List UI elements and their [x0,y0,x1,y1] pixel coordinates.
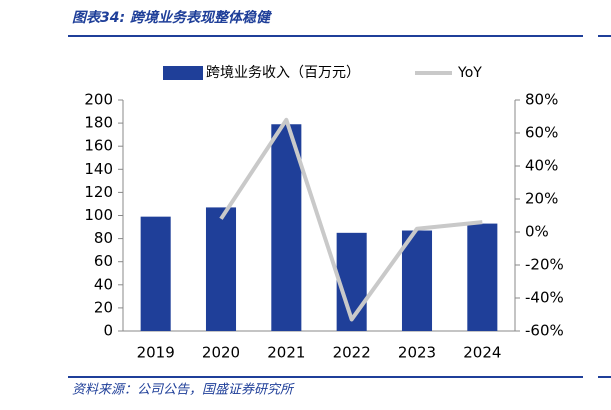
source-note: 资料来源：公司公告，国盛证券研究所 [72,382,295,398]
bar [401,230,433,331]
y2-tick-label: 20% [525,190,558,208]
y-tick-label: 60 [94,252,113,270]
legend-swatch [163,66,203,80]
y-tick-label: 180 [84,114,113,132]
bar [205,207,237,331]
chart-title: 图表34: 跨境业务表现整体稳健 [72,9,273,26]
bar [140,216,171,331]
y-tick-label: 20 [94,298,113,316]
y2-tick-label: 60% [525,124,558,142]
x-tick-label: 2023 [398,344,436,362]
x-tick-label: 2024 [463,344,501,362]
y2-tick-label: -40% [525,289,564,307]
y-tick-label: 160 [84,137,113,155]
y2-tick-label: -20% [525,256,564,274]
legend-label: YoY [457,65,482,81]
y-tick-label: 140 [84,160,113,178]
x-tick-label: 2019 [137,344,175,362]
bar [467,223,498,331]
y-tick-label: 100 [84,206,113,224]
y-tick-label: 40 [94,275,113,293]
line [219,117,483,322]
x-tick-label: 2021 [267,344,305,362]
y2-tick-label: -60% [525,322,564,340]
y-tick-label: 80 [94,229,113,247]
y2-tick-label: 0% [525,223,549,241]
legend-label: 跨境业务收入（百万元） [206,65,360,81]
y-tick-label: 0 [103,322,113,340]
y2-tick-label: 80% [525,91,558,109]
y-tick-label: 200 [84,91,113,109]
y2-tick-label: 40% [525,157,558,175]
x-tick-label: 2022 [333,344,371,362]
x-tick-label: 2020 [202,344,240,362]
y-tick-label: 120 [84,183,113,201]
bar [271,124,302,331]
